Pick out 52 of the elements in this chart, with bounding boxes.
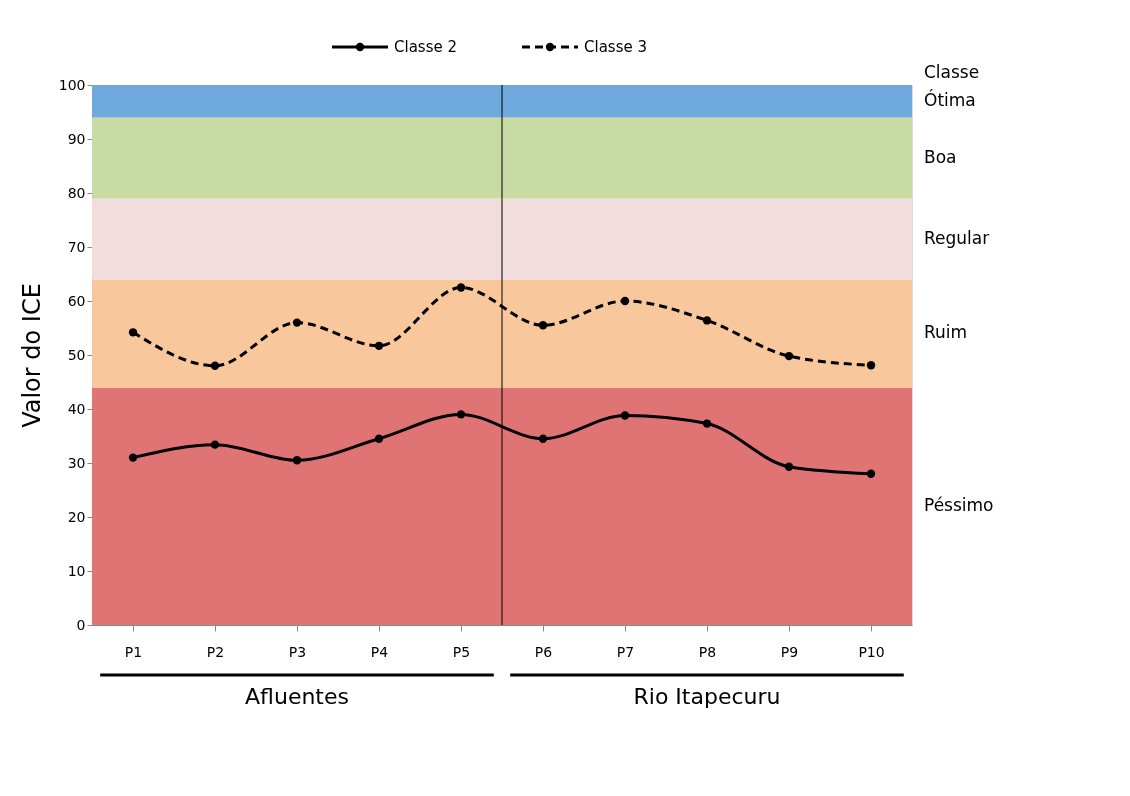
point — [128, 328, 138, 337]
band-label: Ruim — [924, 322, 968, 343]
point — [538, 434, 548, 443]
y-tick-label: 20 — [67, 508, 86, 525]
x-tick-label: P7 — [616, 643, 635, 660]
text: Rio Itapecuru — [633, 684, 781, 709]
x-tick-label: P4 — [370, 643, 389, 660]
point — [292, 318, 302, 327]
legend-title: Classe — [924, 62, 980, 82]
point — [456, 410, 466, 419]
point — [210, 361, 220, 370]
point — [784, 351, 794, 361]
band-label: Péssimo — [924, 495, 994, 516]
point — [128, 453, 138, 462]
x-tick-label: P8 — [698, 643, 717, 660]
legend-label: Classe 2 — [394, 38, 458, 56]
point — [620, 296, 630, 306]
y-tick-label: 0 — [76, 616, 86, 633]
text: Afluentes — [245, 684, 349, 709]
y-tick-label: 70 — [67, 238, 86, 255]
point — [866, 361, 876, 370]
point — [210, 440, 220, 449]
point — [702, 316, 712, 325]
x-tick-label: P6 — [534, 643, 553, 660]
point — [374, 341, 384, 350]
x-tick-label: P2 — [206, 643, 225, 660]
band-label: Ótima — [924, 89, 976, 111]
y-tick-label: 90 — [67, 130, 86, 147]
point — [702, 419, 712, 428]
point — [538, 321, 548, 330]
legend-label: Classe 3 — [584, 38, 648, 56]
y-tick-label: 80 — [67, 184, 86, 201]
y-tick-label: 50 — [67, 346, 86, 363]
x-tick-label: P9 — [780, 643, 799, 660]
y-tick-label: 40 — [67, 400, 86, 417]
y-tick-label: 100 — [58, 76, 86, 93]
point — [866, 469, 876, 478]
y-tick-label: 10 — [67, 562, 86, 579]
x-tick-label: P3 — [288, 643, 307, 660]
x-tick-label: P5 — [452, 643, 471, 660]
point — [456, 283, 466, 292]
point — [374, 434, 384, 443]
y-tick-label: 60 — [67, 292, 86, 309]
y-axis-title: Valor do ICE — [17, 283, 46, 428]
band-label: Regular — [924, 227, 990, 248]
point — [784, 462, 794, 471]
band-label: Boa — [924, 146, 957, 167]
x-tick-label: P10 — [858, 643, 885, 660]
point — [620, 411, 630, 420]
x-tick-label: P1 — [124, 643, 143, 660]
point — [292, 456, 302, 465]
y-tick-label: 30 — [67, 454, 86, 471]
